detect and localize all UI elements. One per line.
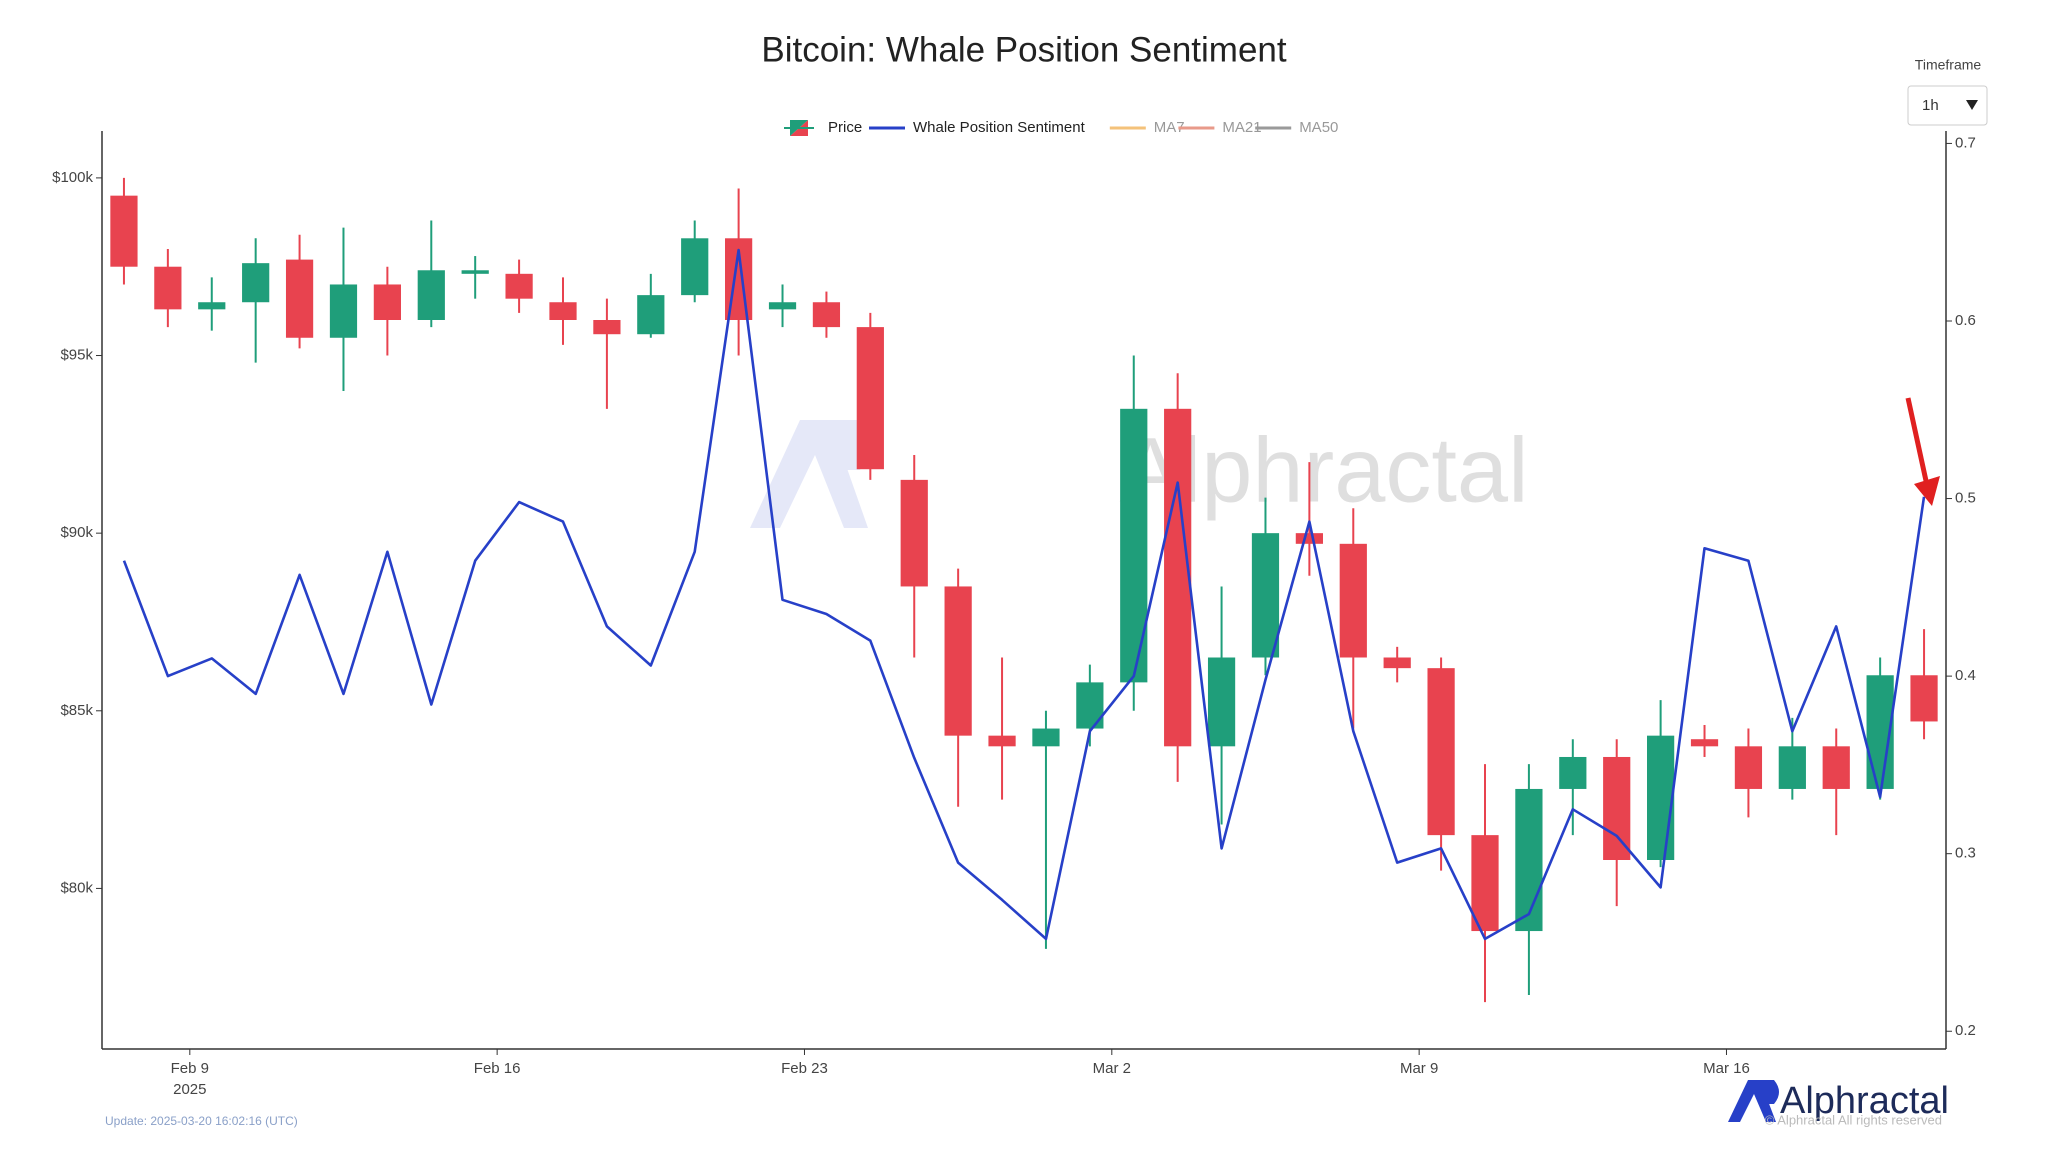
candle-body xyxy=(198,302,226,310)
candle-body xyxy=(154,266,182,310)
y-tick-label: $100k xyxy=(52,169,93,186)
candle-body xyxy=(1076,682,1104,729)
brand: Alphractal xyxy=(1780,1080,1949,1122)
candle-body xyxy=(549,302,577,320)
candle-body xyxy=(1778,746,1806,789)
candle-body xyxy=(1427,668,1455,836)
y2-tick-label: 0.5 xyxy=(1955,490,1976,507)
y-tick-label: $80k xyxy=(60,879,93,896)
legend-label: Whale Position Sentiment xyxy=(913,119,1086,136)
candle-body xyxy=(1603,756,1631,860)
y-tick-label: $95k xyxy=(60,346,93,363)
legend-label: MA21 xyxy=(1222,119,1261,136)
legend-label: MA7 xyxy=(1154,119,1185,136)
candle-body xyxy=(1910,675,1938,722)
candle-body xyxy=(1515,788,1543,932)
candle-body xyxy=(1690,739,1719,747)
x-tick-label: Feb 23 xyxy=(781,1060,828,1077)
candle-body xyxy=(1383,657,1411,669)
candle-body xyxy=(1471,835,1499,932)
candle-body xyxy=(1822,746,1850,789)
candle-body xyxy=(1207,657,1236,747)
candle-body xyxy=(461,270,489,274)
candle-body xyxy=(417,270,445,320)
candle-body xyxy=(1032,728,1060,747)
candle-body xyxy=(1295,533,1323,544)
timeframe-value[interactable]: 1h xyxy=(1922,97,1939,114)
x-tick-label: Mar 2 xyxy=(1093,1060,1131,1077)
candle-body xyxy=(329,284,358,338)
annotation-arrowhead xyxy=(1914,476,1940,506)
candle-body xyxy=(768,302,797,310)
candle-body xyxy=(681,238,709,296)
y2-tick-label: 0.4 xyxy=(1955,667,1976,684)
watermark-logo xyxy=(750,420,870,528)
x-tick-label: Mar 16 xyxy=(1703,1060,1750,1077)
candle-body xyxy=(988,735,1016,747)
candle-body xyxy=(944,586,972,736)
candle-body xyxy=(242,263,270,303)
y2-tick-label: 0.6 xyxy=(1955,312,1976,329)
candle-body xyxy=(812,302,841,328)
sentiment-line xyxy=(122,248,1926,941)
y2-tick-label: 0.3 xyxy=(1955,845,1976,862)
chart-title: Bitcoin: Whale Position Sentiment xyxy=(761,30,1287,69)
legend-label: Price xyxy=(828,119,862,136)
copyright: © Alphractal All rights reserved xyxy=(1765,1112,1942,1127)
candle-body xyxy=(1559,756,1587,789)
candle-body xyxy=(1164,408,1192,747)
candle-body xyxy=(637,295,665,335)
candle-body xyxy=(1120,408,1148,683)
y-tick-label: $85k xyxy=(60,702,93,719)
candle-body xyxy=(1339,543,1367,658)
dropdown-arrow[interactable] xyxy=(1966,100,1978,110)
candle-body xyxy=(505,273,533,299)
y2-tick-label: 0.7 xyxy=(1955,134,1976,151)
x-year-label: 2025 xyxy=(173,1081,206,1098)
candle-body xyxy=(900,479,928,587)
x-tick-label: Feb 16 xyxy=(474,1060,521,1077)
candle-body xyxy=(373,284,401,320)
legend-label: MA50 xyxy=(1299,119,1338,136)
y-tick-label: $90k xyxy=(60,524,93,541)
candle-body xyxy=(1251,533,1280,658)
candle-body xyxy=(1734,746,1763,789)
timeframe-dropdown[interactable] xyxy=(1907,85,1988,126)
candle-body xyxy=(110,195,138,267)
candle-body xyxy=(1647,735,1675,860)
timeframe-label: Timeframe xyxy=(1915,57,1982,73)
y2-tick-label: 0.2 xyxy=(1955,1022,1976,1039)
annotation-arrow xyxy=(1905,397,1931,491)
update-note: Update: 2025-03-20 16:02:16 (UTC) xyxy=(105,1114,298,1128)
candle-body xyxy=(856,327,884,470)
x-tick-label: Mar 9 xyxy=(1400,1060,1438,1077)
candle-body xyxy=(593,320,621,335)
x-tick-label: Feb 9 xyxy=(171,1060,209,1077)
brand-logo xyxy=(1728,1080,1779,1122)
candle-body xyxy=(285,259,314,338)
